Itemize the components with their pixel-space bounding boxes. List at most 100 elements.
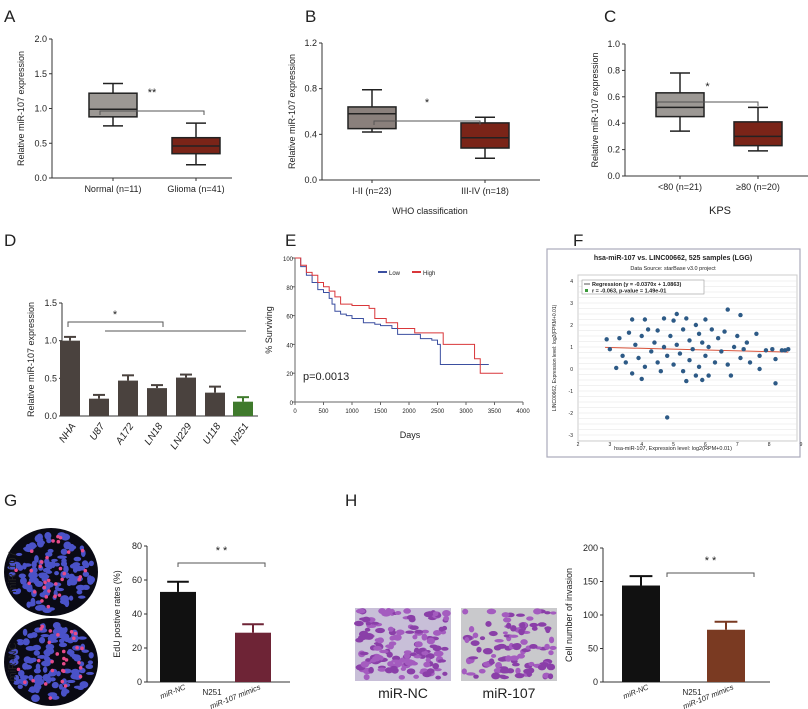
- scatter-point: [607, 347, 613, 352]
- x-axis-label: hsa-miR-107, Expression level: log2(RPM+…: [614, 446, 732, 452]
- stained-cell: [426, 637, 435, 645]
- scatter-point: [728, 373, 734, 378]
- edu-positive-cell: [23, 680, 27, 685]
- y-tick-label: 0.0: [607, 171, 620, 181]
- stained-cell: [359, 617, 369, 621]
- nucleus: [58, 642, 68, 648]
- edu-positive-cell: [43, 580, 47, 585]
- edu-positive-cell: [29, 549, 34, 554]
- edu-positive-cell: [62, 656, 66, 661]
- stained-cell: [529, 622, 539, 628]
- edu-positive-cell: [29, 568, 34, 573]
- scatter-point: [687, 358, 692, 363]
- x-tick-label: 500: [318, 409, 329, 415]
- significance-marker: * *: [705, 555, 717, 567]
- stained-cell: [414, 641, 423, 648]
- iqr-box: [88, 92, 138, 118]
- stained-cell: [485, 620, 492, 627]
- stained-cell: [514, 673, 525, 679]
- scatter-point: [661, 316, 667, 321]
- x-tick-label: <80 (n=21): [658, 182, 702, 192]
- scatter-point: [757, 366, 762, 372]
- scatter-point: [696, 364, 702, 369]
- edu-positive-cell: [36, 658, 41, 663]
- nucleus: [38, 572, 48, 578]
- scatter-point: [674, 342, 679, 347]
- x-tick-label: III-IV (n=18): [461, 186, 509, 196]
- y-axis-label: Relative miR-107 expression: [590, 52, 600, 167]
- significance-marker: *: [705, 81, 710, 93]
- significance-bracket: [99, 110, 205, 115]
- y-tick-label: -1: [569, 389, 574, 395]
- survival-line-low: [295, 257, 489, 366]
- edu-positive-cell: [75, 645, 79, 650]
- scatter-point: [649, 349, 654, 354]
- significance-marker: *: [113, 309, 118, 321]
- stained-cell: [497, 657, 508, 662]
- legend-regression: Regression (y = -0.0370x + 1.0863): [592, 282, 681, 288]
- scatter-point: [642, 364, 648, 369]
- stained-cell: [517, 653, 526, 659]
- y-tick-label: 0.2: [607, 145, 620, 155]
- scatter-point: [680, 369, 686, 374]
- legend-label: Low: [389, 271, 401, 277]
- scatter-point: [636, 355, 641, 361]
- edu-positive-cell: [61, 669, 66, 674]
- stained-cell: [409, 625, 419, 630]
- scatter-point: [725, 307, 730, 312]
- bar-ln229: [176, 377, 196, 416]
- x-tick-label: 0: [293, 409, 297, 415]
- edu-positive-cell: [39, 560, 44, 564]
- stained-cell: [354, 620, 364, 627]
- stained-cell: [421, 633, 428, 641]
- invasion-image: [461, 608, 557, 681]
- stained-cell: [531, 626, 538, 631]
- y-tick-label: 1.0: [607, 39, 620, 49]
- y-tick-label: 150: [583, 577, 598, 587]
- nucleus: [63, 565, 69, 574]
- y-tick-label: 60: [132, 575, 142, 585]
- legend-correlation: r = -0.063, p-value = 1.49e-01: [592, 289, 666, 295]
- bar-n251: [233, 401, 253, 416]
- edu-positive-cell: [48, 696, 53, 700]
- scatter-point: [770, 347, 775, 352]
- panel-label-h: H: [345, 491, 357, 510]
- group-label: N251: [202, 688, 222, 697]
- scatter-point: [706, 373, 711, 378]
- x-tick-label: 1000: [345, 409, 359, 415]
- nucleus: [30, 632, 38, 638]
- nucleus: [79, 681, 89, 689]
- edu-positive-cell: [62, 571, 67, 576]
- panel-g-edu-images: miR-107 miR-NC: [4, 528, 98, 706]
- scatter-point: [773, 381, 778, 386]
- x-tick-label: 1500: [374, 409, 388, 415]
- scatter-point: [738, 312, 743, 318]
- y-tick-label: 0: [570, 367, 573, 373]
- nucleus: [40, 633, 50, 638]
- edu-positive-cell: [47, 589, 51, 593]
- bar-nha: [60, 340, 80, 416]
- x-axis-label: WHO classification: [392, 206, 468, 216]
- nucleus: [25, 645, 36, 651]
- nucleus: [34, 674, 43, 681]
- stained-cell: [502, 617, 512, 623]
- x-tick-label: NHA: [57, 421, 78, 445]
- scatter-point: [671, 318, 676, 323]
- stained-cell: [363, 673, 370, 681]
- stained-cell: [546, 663, 556, 671]
- stained-cell: [423, 661, 431, 668]
- stained-cell: [470, 640, 480, 646]
- nucleus: [27, 543, 37, 549]
- nucleus: [8, 650, 15, 654]
- nucleus: [34, 605, 44, 611]
- y-tick-label: 1.2: [304, 38, 317, 48]
- scatter-point: [786, 347, 791, 352]
- nucleus: [30, 597, 36, 605]
- panel-h-invasion-images: miR-NC miR-107: [354, 608, 557, 701]
- scatter-point: [655, 328, 660, 333]
- stained-cell: [518, 628, 525, 636]
- y-tick-label: 1.5: [34, 69, 47, 79]
- y-axis-label: Relative miR-107 expression: [26, 302, 36, 417]
- nucleus: [67, 648, 73, 654]
- nucleus: [87, 660, 94, 665]
